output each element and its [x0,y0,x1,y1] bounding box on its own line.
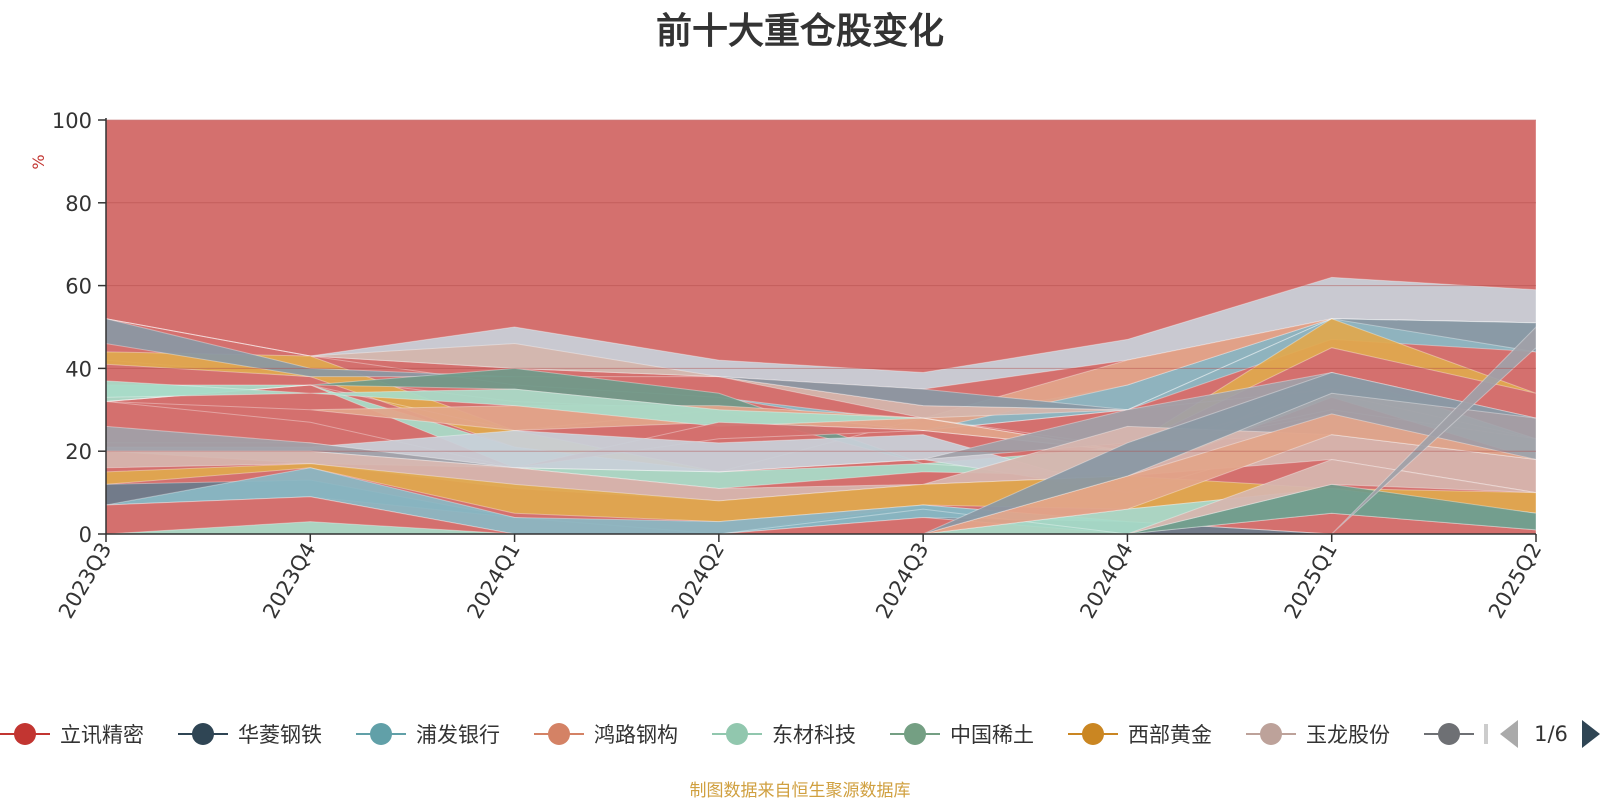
legend-label: 浦发银行 [416,723,500,747]
x-tick-label: 2025Q1 [1280,539,1342,623]
y-tick-label: 20 [65,440,92,464]
legend-marker [192,723,214,745]
legend-pager[interactable]: 1/6 [1500,720,1600,748]
y-tick-label: 100 [52,109,92,133]
legend-label: 立讯精密 [60,723,144,747]
legend-page-indicator: 1/6 [1534,722,1568,746]
x-tick-label: 2023Q3 [54,539,116,623]
y-tick-label: 0 [79,523,92,547]
x-tick-label: 2025Q2 [1484,539,1546,623]
legend-label: 玉龙股份 [1306,723,1390,747]
legend-marker [1260,723,1282,745]
legend-marker [370,723,392,745]
legend-label: 西部黄金 [1128,723,1212,747]
legend-item[interactable]: 东材科技 [712,723,856,747]
source-note: 制图数据来自恒生聚源数据库 [689,781,911,801]
legend-label: 华菱钢铁 [238,723,322,747]
legend-marker [904,723,926,745]
chart-title: 前十大重仓股变化 [655,11,944,52]
legend-marker [14,723,36,745]
legend-label: 中国稀土 [950,723,1034,747]
legend-item[interactable]: 中国稀土 [890,723,1034,747]
area-band [106,483,1536,534]
x-tick-label: 2023Q4 [258,539,320,623]
legend-label: 东材科技 [772,723,856,747]
grid-lines [106,119,1536,452]
legend-marker [1438,723,1460,745]
y-tick-label: 80 [65,192,92,216]
legend-next-icon[interactable] [1582,720,1600,748]
x-tick-label: 2024Q4 [1075,539,1137,623]
legend-item[interactable]: 华菱钢铁 [178,723,322,747]
area-band [106,372,1536,534]
legend-item[interactable] [1424,723,1488,745]
x-tick-label: 2024Q3 [871,539,933,623]
legend-item[interactable]: 玉龙股份 [1246,723,1390,747]
legend[interactable]: 立讯精密 华菱钢铁 浦发银行 鸿路钢构 东材科技 中国稀土 西部黄金 玉龙股份 1/6 [0,720,1600,748]
y-tick-label: 40 [65,357,92,381]
legend-label: 鸿路钢构 [594,723,678,747]
legend-marker [1082,723,1104,745]
legend-item[interactable]: 浦发银行 [356,723,500,747]
legend-prev-icon[interactable] [1500,720,1518,748]
legend-marker [548,723,570,745]
area-band [106,318,1536,419]
x-tick-label: 2024Q2 [667,539,729,623]
area-band [106,458,1536,534]
x-tick-label: 2024Q1 [462,539,524,623]
y-tick-label: 60 [65,275,92,299]
legend-label-cut [1484,724,1488,744]
legend-item[interactable]: 鸿路钢构 [534,723,678,747]
y-axis-label: % [29,154,48,169]
legend-marker [726,723,748,745]
area-band [106,467,1536,534]
legend-item[interactable]: 西部黄金 [1068,723,1212,747]
area-band [106,463,1536,523]
legend-item[interactable]: 立讯精密 [0,723,144,747]
area-bands [106,120,1536,534]
